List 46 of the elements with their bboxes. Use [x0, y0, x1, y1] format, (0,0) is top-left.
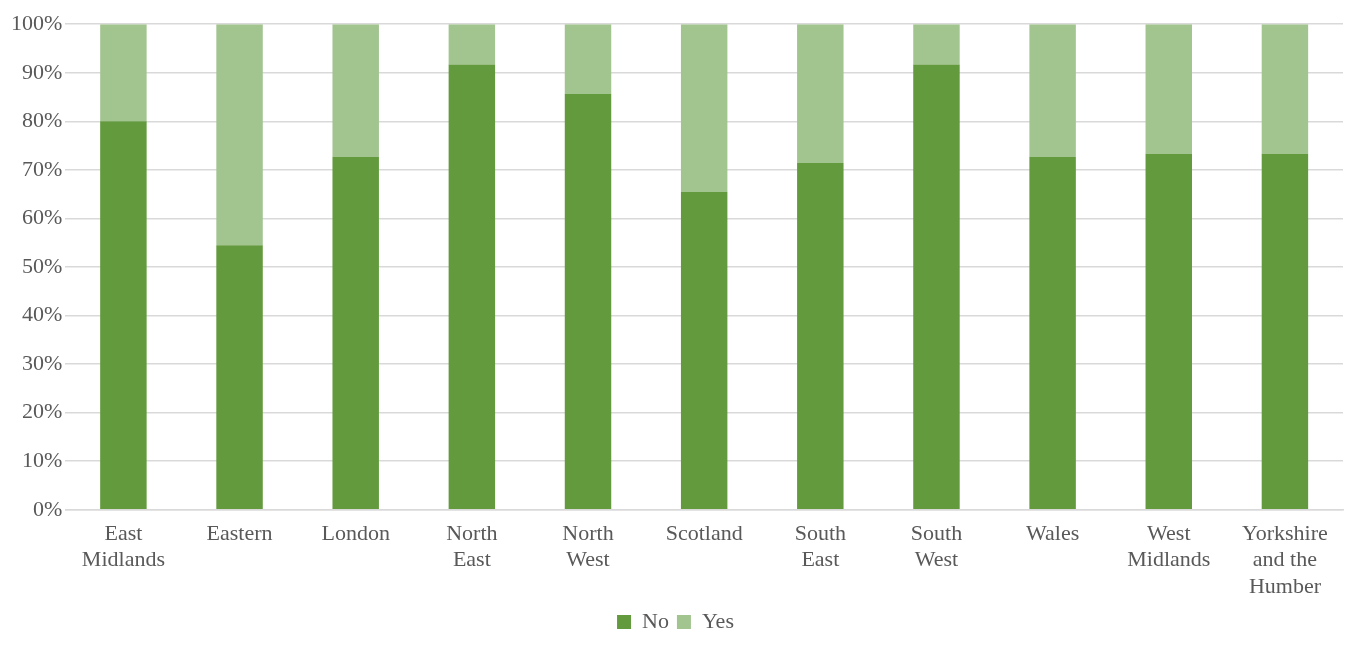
- x-tick-label: North West: [562, 519, 614, 572]
- x-tick-label: London: [321, 519, 390, 545]
- bar: [797, 163, 844, 510]
- y-tick-label: 50%: [22, 252, 63, 278]
- x-tick-label: Yorkshire and the Humber: [1242, 519, 1328, 598]
- bar: [680, 191, 728, 510]
- y-tick-label: 60%: [22, 204, 63, 230]
- x-tick-label: South West: [910, 519, 963, 572]
- bar: [564, 93, 612, 510]
- y-tick-label: 100%: [11, 9, 63, 35]
- bar: [1145, 24, 1192, 154]
- legend-label: No: [642, 607, 669, 633]
- bar: [332, 156, 379, 510]
- y-tick-label: 70%: [22, 155, 63, 181]
- bar: [1261, 24, 1309, 154]
- bar: [913, 24, 960, 65]
- bar: [564, 24, 612, 94]
- x-tick-label: Wales: [1026, 519, 1080, 545]
- bar: [332, 24, 379, 157]
- bar: [913, 64, 960, 510]
- bar: [100, 24, 147, 122]
- x-tick-label: East Midlands: [81, 519, 165, 572]
- y-tick-label: 80%: [22, 107, 63, 133]
- bar: [1029, 24, 1076, 157]
- y-tick-label: 10%: [22, 447, 63, 473]
- y-tick-label: 20%: [22, 398, 63, 424]
- y-tick-label: 90%: [22, 58, 63, 84]
- bar: [100, 121, 147, 510]
- bar: [1145, 153, 1192, 510]
- bar: [680, 24, 728, 192]
- bar: [216, 24, 263, 246]
- bar: [448, 64, 496, 510]
- y-tick-label: 40%: [22, 301, 63, 327]
- y-tick-label: 0%: [33, 495, 63, 521]
- bar: [448, 24, 496, 65]
- x-tick-label: Eastern: [206, 519, 273, 545]
- x-tick-label: North East: [446, 519, 498, 572]
- x-tick-label: South East: [794, 519, 846, 572]
- y-tick-label: 30%: [22, 349, 63, 375]
- bar: [1029, 156, 1076, 510]
- bar: [216, 245, 263, 510]
- x-tick-label: Scotland: [665, 519, 743, 545]
- legend-label: Yes: [701, 607, 734, 633]
- bar: [797, 24, 844, 164]
- bar: [1261, 153, 1309, 510]
- x-tick-label: West Midlands: [1127, 519, 1211, 572]
